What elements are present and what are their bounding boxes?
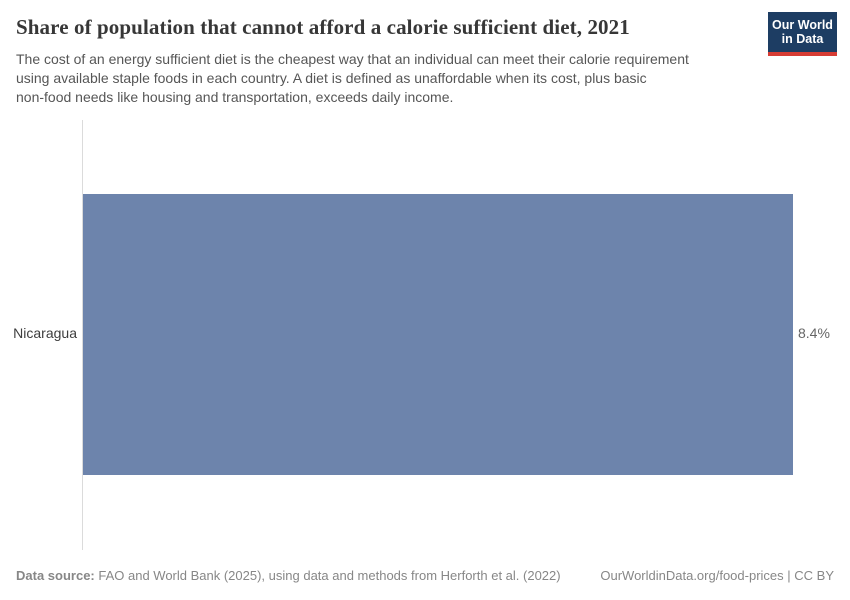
owid-logo-line2: in Data (781, 32, 824, 46)
chart-title: Share of population that cannot afford a… (16, 15, 630, 39)
data-source-label: Data source: (16, 568, 95, 583)
subtitle-line: using available staple foods in each cou… (16, 70, 647, 86)
bar-nicaragua[interactable] (83, 194, 793, 475)
owid-url-link[interactable]: OurWorldinData.org/food-prices (600, 568, 784, 583)
owid-logo[interactable]: Our World in Data (768, 12, 837, 56)
chart-footer: Data source: FAO and World Bank (2025), … (16, 568, 834, 583)
data-source-text: FAO and World Bank (2025), using data an… (94, 568, 561, 583)
footer-links: OurWorldinData.org/food-prices | CC BY (600, 568, 834, 583)
owid-logo-line1: Our World (772, 18, 833, 32)
subtitle-line: The cost of an energy sufficient diet is… (16, 51, 689, 67)
value-label: 8.4% (798, 325, 830, 341)
chart-subtitle: The cost of an energy sufficient diet is… (16, 50, 806, 107)
footer-separator: | (783, 568, 795, 583)
data-source-note: Data source: FAO and World Bank (2025), … (16, 568, 561, 583)
license-link[interactable]: CC BY (794, 568, 834, 583)
entity-label: Nicaragua (13, 325, 77, 341)
subtitle-line: non-food needs like housing and transpor… (16, 89, 454, 105)
y-axis-line (82, 120, 83, 550)
plot-area: Nicaragua 8.4% (0, 120, 850, 550)
